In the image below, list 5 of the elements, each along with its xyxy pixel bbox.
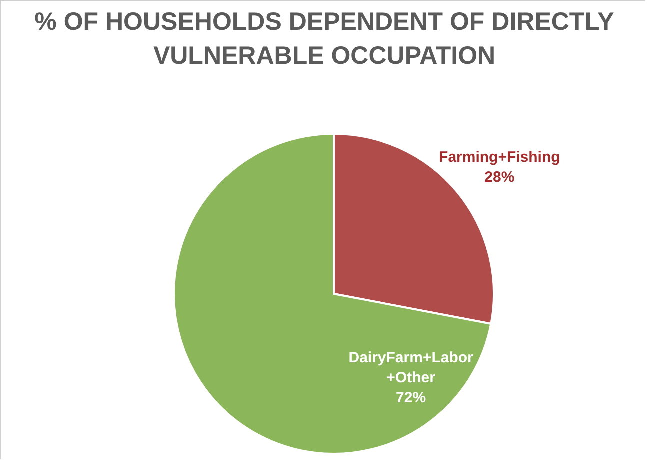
slice-label: Farming+Fishing bbox=[439, 148, 560, 166]
data-label: 28% bbox=[484, 168, 515, 186]
data-label: 72% bbox=[396, 390, 426, 407]
chart-title: % OF HOUSEHOLDS DEPENDENT OF DIRECTLY VULNERABLE OCCUPATION bbox=[34, 8, 615, 70]
slice-label: DairyFarm+Labor+Other bbox=[348, 350, 474, 387]
